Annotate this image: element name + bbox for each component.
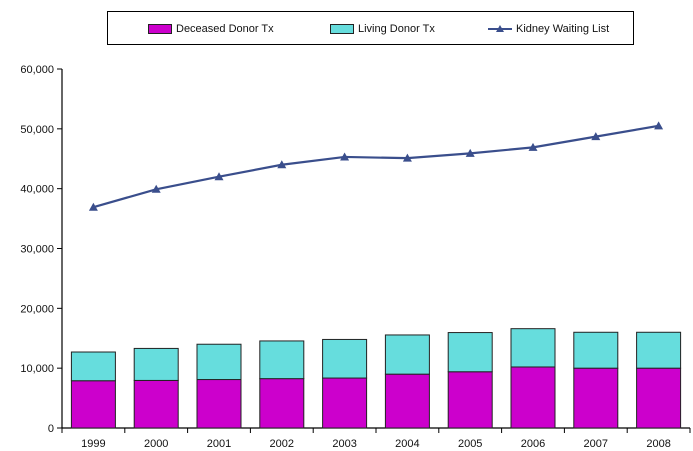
waiting-list-point	[591, 132, 601, 141]
y-tick-label: 40,000	[20, 184, 54, 196]
legend-swatch-deceased	[148, 24, 172, 34]
y-tick-label: 50,000	[20, 124, 54, 136]
bar-deceased	[384, 373, 430, 429]
waiting-list-point	[214, 172, 224, 181]
bar-living	[636, 331, 682, 369]
chart-legend: Deceased Donor Tx Living Donor Tx Kidney…	[107, 11, 634, 45]
legend-marker-waiting-list	[488, 24, 512, 34]
x-tick-label: 2006	[521, 438, 545, 450]
legend-item-deceased: Deceased Donor Tx	[148, 21, 274, 37]
x-tick-label: 2002	[270, 438, 294, 450]
bar-deceased	[322, 377, 368, 429]
waiting-list-point	[277, 160, 287, 169]
bar-deceased	[447, 371, 493, 429]
x-tick-label: 2005	[458, 438, 482, 450]
bar-living	[259, 340, 305, 380]
y-tick-label: 10,000	[20, 363, 54, 375]
x-tick-label: 2003	[332, 438, 356, 450]
waiting-list-point	[340, 152, 350, 161]
waiting-list-point	[151, 184, 161, 193]
bar-living	[70, 351, 116, 382]
bar-deceased	[70, 380, 116, 429]
waiting-list-point	[654, 121, 664, 130]
bar-deceased	[636, 367, 682, 429]
bar-deceased	[510, 366, 556, 429]
bar-deceased	[573, 367, 619, 429]
x-tick-label: 2004	[395, 438, 419, 450]
legend-item-living: Living Donor Tx	[330, 21, 435, 37]
legend-label-living: Living Donor Tx	[358, 23, 435, 35]
x-tick-label: 2001	[207, 438, 231, 450]
bar-deceased	[133, 379, 179, 429]
y-tick-label: 0	[48, 423, 54, 435]
x-tick-label: 1999	[81, 438, 105, 450]
waiting-list-point	[528, 142, 538, 151]
x-tick-label: 2007	[584, 438, 608, 450]
legend-label-waiting-list: Kidney Waiting List	[516, 23, 610, 35]
x-tick-label: 2000	[144, 438, 168, 450]
waiting-list-point	[402, 153, 412, 162]
legend-label-deceased: Deceased Donor Tx	[176, 23, 274, 35]
bar-deceased	[259, 378, 305, 429]
legend-item-waiting-list: Kidney Waiting List	[488, 21, 609, 37]
y-tick-label: 30,000	[20, 244, 54, 256]
x-tick-label: 2008	[646, 438, 670, 450]
legend-swatch-living	[330, 24, 354, 34]
bar-living	[447, 332, 493, 373]
waiting-list-line	[93, 124, 659, 209]
bar-living	[384, 334, 430, 375]
bar-living	[322, 338, 368, 379]
bar-deceased	[196, 379, 242, 429]
bar-living	[133, 347, 179, 381]
y-tick-label: 20,000	[20, 303, 54, 315]
bar-living	[573, 331, 619, 369]
waiting-list-point	[465, 148, 475, 157]
waiting-list-point	[88, 202, 98, 211]
bar-living	[510, 328, 556, 368]
bar-living	[196, 343, 242, 381]
y-tick-label: 60,000	[20, 64, 54, 76]
